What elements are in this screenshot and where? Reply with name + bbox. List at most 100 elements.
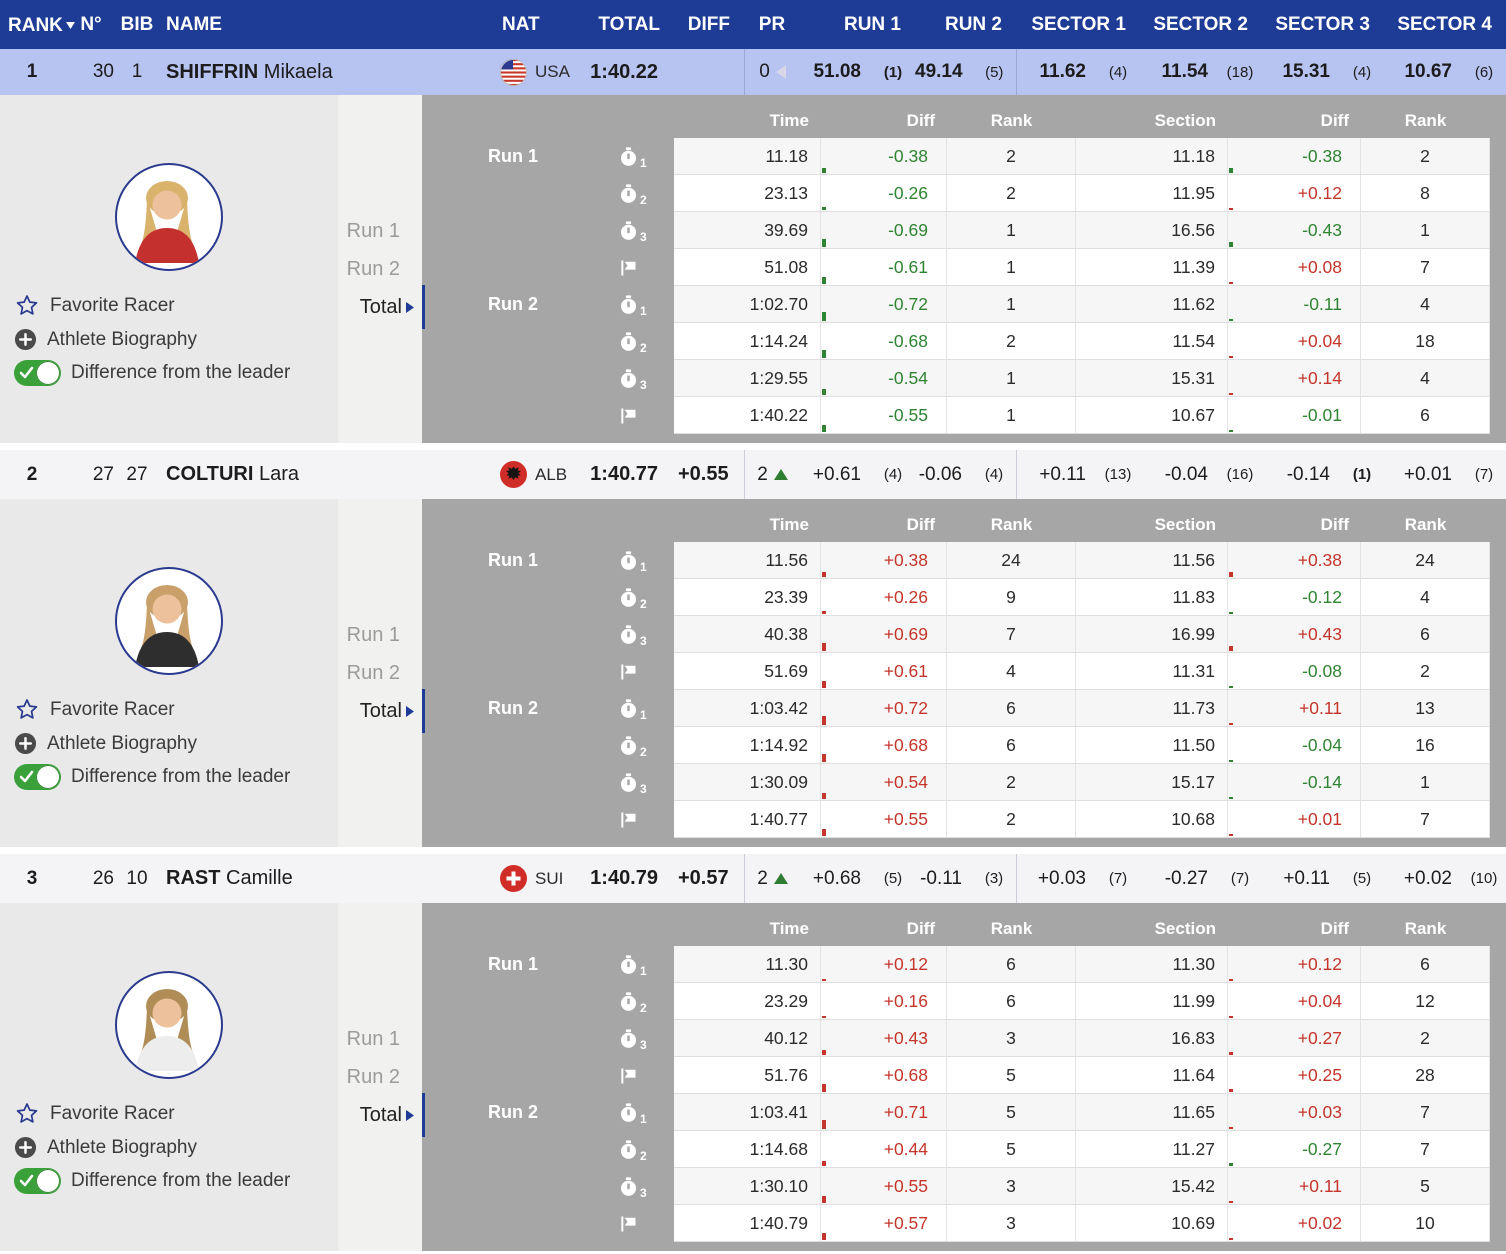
toggle-on-icon[interactable] [14, 360, 61, 386]
favorite-racer-button[interactable]: Favorite Racer [14, 1101, 290, 1127]
tab-run2[interactable]: Run 2 [346, 661, 400, 684]
section-rank-cell: 5 [1361, 1168, 1490, 1205]
racer-summary-row[interactable]: 3 26 10 RAST Camille SUI 1:40.79 +0.57 2 +0.68 (5… [0, 854, 1506, 903]
intermediate-3-icon: 3 [604, 1168, 674, 1205]
detail-column-header-section-diff: Diff [1320, 919, 1349, 938]
time-cell: 1:03.42 [674, 690, 821, 727]
section-cell: 11.27 [1076, 1131, 1228, 1168]
tab-run2[interactable]: Run 2 [346, 257, 400, 280]
run-label-spacer [422, 653, 604, 690]
time-rank-cell: 6 [947, 983, 1076, 1020]
run2-group: -0.11 (3) [915, 854, 1016, 903]
intermediate-2-icon: 2 [604, 175, 674, 212]
column-header-pr: PR [758, 13, 786, 35]
time-diff-cell: +0.61 [821, 653, 947, 690]
section-diff-cell: +0.04 [1228, 323, 1361, 360]
time-diff-cell: -0.72 [821, 286, 947, 323]
tab-run1[interactable]: Run 1 [346, 219, 400, 242]
sector4-group-rank: (6) [1474, 63, 1494, 81]
column-header-nat: NAT [502, 13, 540, 35]
favorite-racer-button[interactable]: Favorite Racer [14, 293, 290, 319]
detail-column-header-time-rank: Rank [990, 515, 1033, 534]
favorite-racer-label: Favorite Racer [50, 1103, 175, 1124]
section-rank-cell: 7 [1361, 249, 1490, 286]
favorite-racer-label: Favorite Racer [50, 295, 175, 316]
toggle-on-icon[interactable] [14, 764, 61, 790]
time-cell: 11.30 [674, 946, 821, 983]
tab-total[interactable]: Total [360, 688, 426, 733]
star-icon [14, 1101, 40, 1127]
tab-run1[interactable]: Run 1 [346, 623, 400, 646]
tab-run2[interactable]: Run 2 [346, 1065, 400, 1088]
athlete-biography-button[interactable]: Athlete Biography [14, 328, 290, 351]
section-divider [0, 443, 1506, 450]
pr-indicator: 2 [744, 450, 800, 499]
time-rank-cell: 5 [947, 1094, 1076, 1131]
racer-summary-row[interactable]: 2 27 27 COLTURI Lara ALB 1:40.77 +0.55 2 +0.61 (4… [0, 450, 1506, 499]
athlete-biography-button[interactable]: Athlete Biography [14, 1136, 290, 1159]
sector-times-panel: Time Diff Rank Section Diff Rank Run 1 1 11.56 +0… [422, 499, 1506, 847]
detail-header-spacer [604, 909, 674, 949]
time-diff-cell: +0.43 [821, 1020, 947, 1057]
detail-header-spacer [604, 101, 674, 141]
rank-value: 1 [26, 61, 38, 82]
detail-header-spacer [422, 505, 604, 545]
difference-from-leader-toggle-row[interactable]: Difference from the leader [14, 360, 290, 386]
section-rank-cell: 18 [1361, 323, 1490, 360]
column-header-rank[interactable]: RANK [0, 13, 75, 37]
run1-group-rank: (4) [883, 466, 903, 483]
run2-group-rank: (5) [985, 63, 1004, 81]
bib-value: 10 [126, 867, 148, 889]
tab-total[interactable]: Total [360, 284, 426, 329]
pr-value: 0 [759, 61, 770, 82]
section-cell: 11.65 [1076, 1094, 1228, 1131]
tab-total[interactable]: Total [360, 1092, 426, 1137]
total-diff-value: +0.57 [678, 867, 729, 889]
time-diff-cell: +0.44 [821, 1131, 947, 1168]
intermediate-1-icon: 1 [604, 286, 674, 323]
time-rank-cell: 6 [947, 946, 1076, 983]
view-tabs: Run 1 Run 2 Total [338, 903, 426, 1251]
sector4-group: +0.02 (10) [1384, 854, 1506, 903]
section-rank-cell: 12 [1361, 983, 1490, 1020]
finish-flag-icon [604, 249, 674, 286]
time-cell: 23.29 [674, 983, 821, 1020]
section-cell: 11.73 [1076, 690, 1228, 727]
sector2-group-value: -0.27 [1164, 867, 1208, 889]
difference-from-leader-toggle-row[interactable]: Difference from the leader [14, 764, 290, 790]
sector1-group-rank: (7) [1108, 870, 1128, 887]
section-rank-cell: 10 [1361, 1205, 1490, 1242]
section-rank-cell: 7 [1361, 1094, 1490, 1131]
time-rank-cell: 5 [947, 1057, 1076, 1094]
run2-group-rank: (3) [984, 870, 1004, 887]
racer-summary-row[interactable]: 1 30 1 SHIFFRIN Mikaela USA 1:40.22 0 51.08 (1) 4… [0, 49, 1506, 95]
run-label-spacer [422, 983, 604, 1020]
time-cell: 11.56 [674, 542, 821, 579]
sector2-group-value: -0.04 [1164, 463, 1208, 485]
difference-from-leader-toggle-row[interactable]: Difference from the leader [14, 1168, 290, 1194]
tab-run1[interactable]: Run 1 [346, 1027, 400, 1050]
run2-group: -0.06 (4) [915, 450, 1016, 499]
column-header-diff: DIFF [687, 13, 730, 35]
favorite-racer-button[interactable]: Favorite Racer [14, 697, 290, 723]
toggle-on-icon[interactable] [14, 1168, 61, 1194]
time-diff-cell: +0.72 [821, 690, 947, 727]
run-label-spacer [422, 727, 604, 764]
section-cell: 11.95 [1076, 175, 1228, 212]
time-rank-cell: 2 [947, 175, 1076, 212]
nat-cell: SUI [490, 865, 588, 892]
finish-flag-icon [604, 397, 674, 434]
run-label-spacer [422, 1131, 604, 1168]
time-cell: 40.12 [674, 1020, 821, 1057]
triangle-right-icon [406, 296, 414, 319]
athlete-options: Favorite Racer Athlete Biography Differenc… [14, 1101, 290, 1194]
section-cell: 16.56 [1076, 212, 1228, 249]
intermediate-2-icon: 2 [604, 983, 674, 1020]
flag-alb-icon [500, 461, 527, 488]
sector1-group: +0.03 (7) [1016, 854, 1140, 903]
athlete-biography-button[interactable]: Athlete Biography [14, 732, 290, 755]
section-rank-cell: 24 [1361, 542, 1490, 579]
section-diff-cell: +0.12 [1228, 175, 1361, 212]
finish-flag-icon [604, 1205, 674, 1242]
section-rank-cell: 2 [1361, 138, 1490, 175]
